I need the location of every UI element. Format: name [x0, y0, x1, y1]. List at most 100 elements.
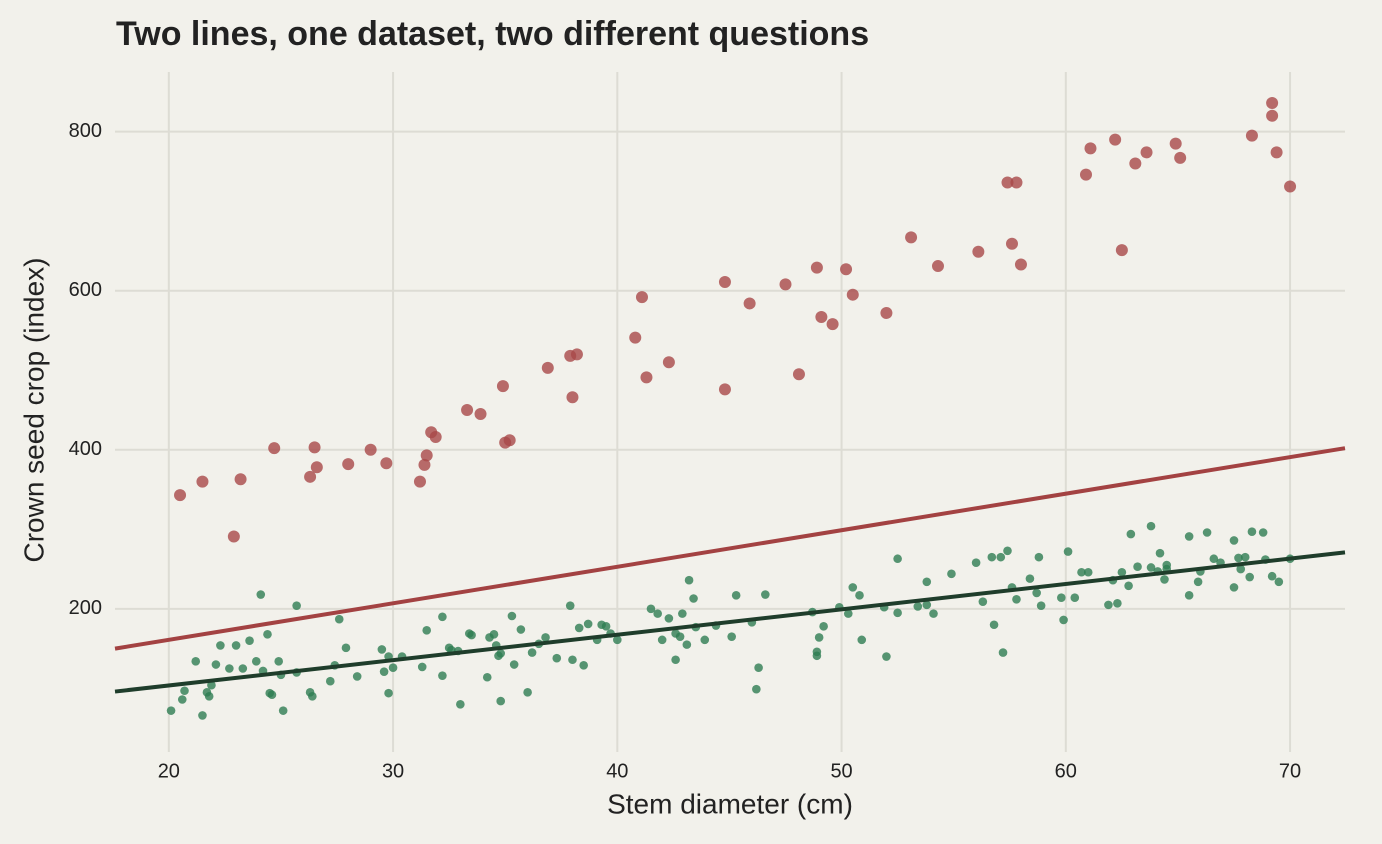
point [1032, 588, 1041, 598]
point [204, 692, 214, 701]
point [527, 648, 537, 657]
point [1084, 142, 1097, 155]
point [1146, 563, 1156, 572]
point [815, 310, 828, 323]
point [516, 625, 526, 634]
point [496, 696, 506, 706]
point [1174, 151, 1187, 164]
point [268, 442, 281, 455]
point [507, 611, 517, 621]
point [1034, 552, 1044, 562]
point [718, 275, 731, 288]
point [1209, 554, 1219, 564]
point [848, 583, 858, 592]
point [196, 475, 209, 488]
point [905, 231, 918, 244]
x-tick-label: 50 [830, 760, 852, 782]
point [819, 622, 828, 631]
point [574, 623, 584, 633]
point [263, 629, 272, 639]
point [635, 291, 648, 304]
x-axis-label: Stem diameter (cm) [607, 788, 853, 819]
point [1117, 567, 1127, 577]
point [971, 558, 981, 568]
point [1247, 527, 1257, 536]
point [761, 590, 770, 599]
point [177, 695, 187, 704]
point [1155, 548, 1165, 558]
point [198, 711, 207, 720]
point [629, 331, 642, 344]
point [429, 431, 442, 444]
point [843, 609, 853, 618]
point [308, 692, 317, 701]
point [579, 661, 588, 670]
point [420, 449, 433, 462]
point [388, 663, 398, 672]
point [922, 577, 932, 587]
point [1234, 553, 1243, 563]
point [1240, 552, 1250, 562]
point [568, 655, 577, 665]
point [1129, 157, 1142, 170]
point [601, 622, 611, 631]
point [931, 260, 944, 273]
point [978, 597, 988, 606]
point [1063, 547, 1073, 556]
point [1003, 546, 1012, 556]
point [503, 434, 516, 447]
point [1010, 176, 1023, 189]
point [422, 626, 432, 635]
point [325, 676, 335, 686]
point [826, 318, 839, 331]
point [1184, 532, 1194, 541]
point [947, 569, 956, 579]
point [998, 648, 1008, 657]
point [1266, 109, 1279, 122]
point [341, 643, 351, 653]
point [880, 306, 893, 319]
point [972, 245, 985, 258]
point [779, 278, 792, 291]
point [1160, 575, 1169, 584]
point [304, 470, 317, 483]
point [509, 660, 519, 669]
point [566, 391, 579, 404]
point [1126, 529, 1136, 539]
point [211, 660, 221, 669]
point [251, 657, 261, 666]
point [913, 602, 923, 611]
point [1115, 244, 1128, 257]
point [216, 641, 225, 650]
point [438, 671, 447, 680]
y-tick-label: 600 [69, 279, 102, 301]
point [541, 633, 550, 642]
point [814, 633, 824, 642]
x-tick-label: 40 [606, 760, 628, 782]
point [1077, 567, 1086, 577]
point [987, 552, 997, 562]
point [1162, 560, 1172, 570]
point [334, 614, 344, 624]
point [245, 636, 254, 645]
point [1184, 591, 1194, 600]
point [840, 263, 853, 276]
point [1267, 571, 1277, 581]
y-tick-label: 800 [69, 120, 102, 142]
point [689, 594, 698, 603]
point [278, 706, 288, 715]
point [1270, 146, 1283, 159]
point [731, 591, 741, 600]
point [1104, 600, 1113, 610]
point [810, 261, 823, 274]
x-tick-label: 20 [158, 760, 180, 782]
y-tick-label: 200 [69, 597, 102, 619]
point [1236, 564, 1246, 574]
point [1284, 180, 1297, 193]
point [364, 443, 377, 456]
point [166, 706, 176, 715]
point [657, 635, 667, 645]
point [191, 657, 201, 666]
point [207, 680, 216, 690]
point [1070, 593, 1080, 603]
